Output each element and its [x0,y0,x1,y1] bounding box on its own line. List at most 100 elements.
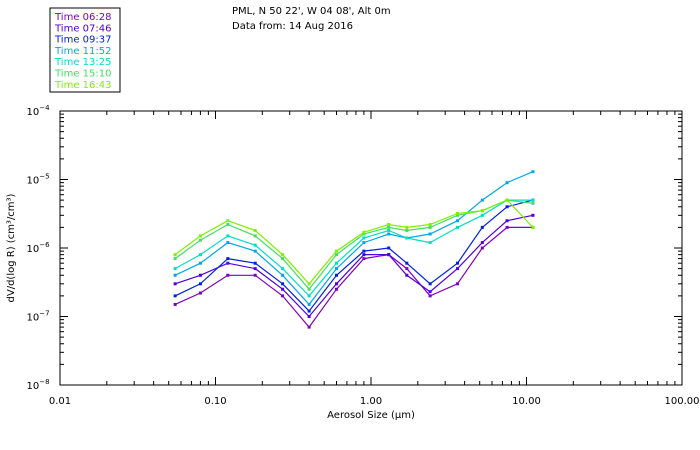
series-7 [173,198,535,286]
data-point [456,261,460,265]
data-point [405,225,409,229]
data-point [307,315,311,318]
y-tick-exponent: −5 [39,173,49,181]
data-point [335,287,339,291]
data-point [362,253,366,257]
data-point [198,273,202,277]
x-tick-label: 10.00 [512,396,541,407]
data-point [335,249,339,253]
data-point [456,282,460,286]
data-point [307,325,311,329]
data-point [480,246,484,250]
data-point [480,213,484,217]
data-point [387,246,391,250]
data-point [387,229,391,233]
data-point [405,236,409,240]
legend-entry: Time 16:43 [54,80,111,91]
data-point [531,225,535,229]
data-point [253,273,257,277]
data-point [307,282,311,286]
data-point [307,287,311,291]
data-point [173,302,177,306]
data-point [335,253,339,257]
data-point [335,282,339,286]
data-point [362,230,366,234]
data-point [362,241,366,245]
data-point [387,223,391,227]
legend-entry: Time 15:10 [54,69,111,80]
data-point [226,223,230,227]
y-axis-label: dV/d(log R) (cm³/cm³) [6,193,17,302]
data-point [198,253,202,257]
data-point [505,225,509,229]
data-point [173,267,177,271]
data-point [198,238,202,242]
data-point [362,232,366,236]
data-point [428,294,432,298]
y-tick-label: 10−8 [26,378,49,392]
data-point [173,294,177,298]
data-point [531,198,535,202]
data-point [480,241,484,245]
data-point [253,234,257,238]
data-point [226,234,230,238]
data-point [387,225,391,229]
data-point [173,273,177,277]
series-3 [173,198,535,313]
data-point [456,219,460,223]
chart-title-location: PML, N 50 22', W 04 08', Alt 0m [232,6,391,17]
y-tick-label: 10−4 [26,104,50,118]
data-point [226,273,230,277]
data-point [456,211,460,215]
data-point [405,229,409,233]
data-point [253,267,257,271]
y-tick-label: 10−5 [26,173,49,187]
data-point [405,261,409,265]
data-point [198,282,202,286]
data-point [505,181,509,185]
data-point [405,267,409,271]
data-point [428,232,432,236]
data-point [253,229,257,233]
series-line [174,199,533,297]
x-tick-label: 0.01 [49,396,71,407]
y-tick-label: 10−7 [26,310,49,324]
data-point [281,257,285,261]
data-point [505,205,509,209]
series-line [174,214,534,318]
data-point [281,267,285,271]
y-tick-exponent: −8 [39,378,49,386]
data-point [362,249,366,253]
data-point [173,257,177,261]
data-point [428,282,432,286]
data-point [335,267,339,271]
data-point [428,241,432,245]
data-point [173,282,177,286]
y-tick-exponent: −6 [39,241,50,249]
data-point [307,309,311,313]
legend-frame [49,7,121,93]
series-layer [173,170,535,329]
data-point [362,236,366,240]
data-point [531,201,535,205]
data-point [480,198,484,202]
data-point [456,213,460,217]
data-point [307,302,311,306]
data-point [456,267,460,271]
x-tick-label: 0.10 [204,396,226,407]
y-tick-exponent: −7 [39,310,49,318]
data-point [480,209,484,213]
series-5 [173,198,535,298]
data-point [198,291,202,295]
data-point [281,287,285,291]
data-point [226,241,230,245]
data-point [531,170,535,174]
data-point [387,232,391,236]
data-point [198,261,202,265]
data-point [456,225,460,229]
data-point [281,253,285,257]
data-point [531,213,535,217]
data-point [505,219,509,223]
data-point [281,282,285,286]
